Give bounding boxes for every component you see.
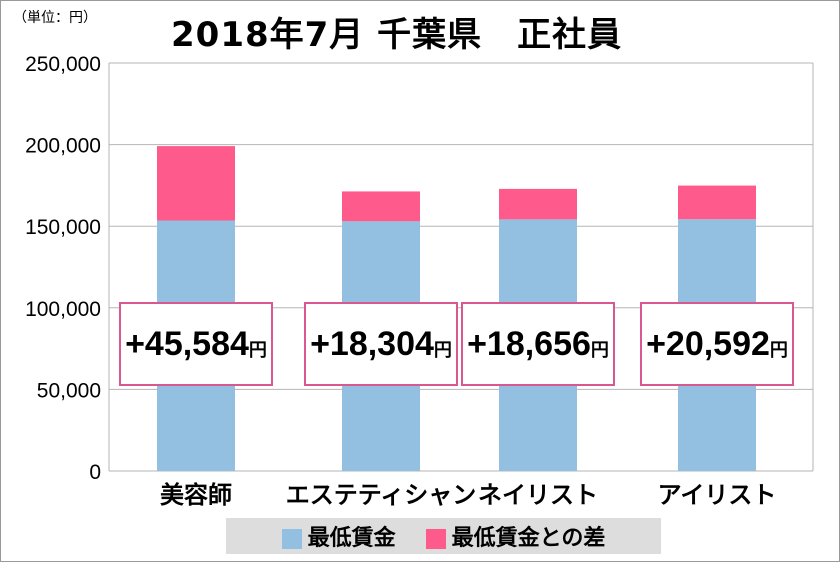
y-tick-label: 50,000	[37, 379, 101, 402]
annotation-value: +20,592	[646, 324, 770, 363]
category-label: ネイリスト	[478, 481, 598, 509]
difference-annotation: +18,304 円	[304, 302, 458, 386]
legend: 最低賃金 最低賃金との差	[226, 518, 661, 554]
bar-difference	[342, 191, 420, 222]
annotation-value: +18,656	[467, 324, 591, 363]
category-label: アイリスト	[658, 481, 777, 509]
annotation-unit: 円	[433, 340, 452, 360]
y-tick-label: 0	[89, 461, 101, 484]
difference-annotation: +20,592 円	[640, 302, 794, 386]
category-label: エステティシャン	[286, 481, 477, 509]
bar-difference	[678, 185, 756, 220]
legend-item-difference: 最低賃金との差	[425, 520, 606, 552]
bar-difference	[157, 146, 235, 221]
y-tick-label: 200,000	[25, 135, 101, 158]
annotation-unit: 円	[248, 340, 267, 360]
legend-swatch	[425, 529, 446, 549]
legend-label: 最低賃金	[307, 526, 396, 551]
category-label: 美容師	[160, 481, 232, 509]
annotation-value: +18,304	[310, 324, 434, 363]
annotation-value: +45,584	[125, 324, 249, 363]
y-tick-label: 150,000	[25, 216, 101, 239]
annotation-unit: 円	[590, 340, 609, 360]
bar-difference	[499, 188, 577, 220]
legend-swatch	[281, 529, 302, 549]
difference-annotation: +18,656 円	[461, 302, 615, 386]
annotation-unit: 円	[769, 340, 788, 360]
difference-annotation: +45,584 円	[119, 302, 273, 386]
y-tick-label: 100,000	[25, 298, 101, 321]
legend-label: 最低賃金との差	[451, 526, 606, 551]
legend-item-minimum-wage: 最低賃金	[281, 520, 396, 552]
unit-label: （単位：円）	[13, 10, 97, 26]
y-tick-label: 250,000	[25, 53, 101, 76]
chart-title: 2018年7月 千葉県 正社員	[171, 15, 623, 55]
